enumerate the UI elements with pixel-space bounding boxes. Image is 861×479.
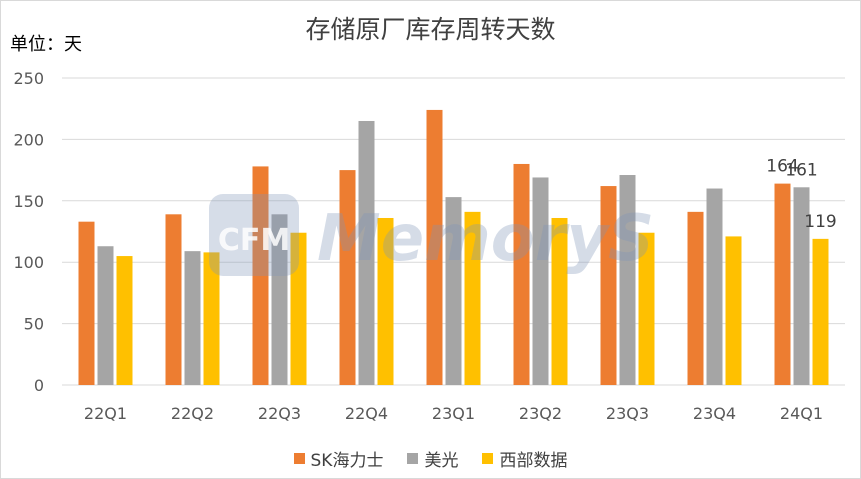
x-tick-label: 24Q1 — [780, 404, 823, 423]
x-tick-label: 22Q1 — [84, 404, 127, 423]
bar — [358, 120, 375, 385]
legend-swatch — [293, 453, 305, 464]
x-axis-ticks: 22Q1 22Q2 22Q3 22Q4 23Q1 23Q2 23Q3 23Q4 24Q1 — [84, 404, 823, 423]
bar — [619, 175, 636, 385]
y-tick-label: 150 — [13, 192, 44, 211]
x-tick-label: 23Q1 — [432, 404, 475, 423]
y-tick-label: 0 — [34, 376, 44, 395]
legend-item: 美光 — [407, 446, 458, 471]
x-tick-label: 23Q3 — [606, 404, 649, 423]
bar — [464, 211, 481, 385]
legend-item: 西部数据 — [482, 446, 567, 471]
bars — [78, 109, 829, 385]
y-tick-label: 100 — [13, 253, 44, 272]
x-tick-label: 23Q2 — [519, 404, 562, 423]
bar — [774, 183, 791, 385]
bar — [203, 252, 220, 385]
unit-label: 单位：天 — [10, 34, 82, 55]
bar — [184, 251, 201, 385]
bar — [252, 166, 269, 385]
legend-label: SK海力士 — [310, 451, 384, 471]
bar — [426, 109, 443, 385]
x-tick-label: 23Q4 — [693, 404, 736, 423]
y-tick-label: 200 — [13, 130, 44, 149]
bar — [706, 188, 723, 385]
legend-label: 西部数据 — [499, 451, 568, 471]
bar — [551, 217, 568, 385]
legend: SK海力士 美光 西部数据 — [0, 446, 861, 471]
bar — [687, 211, 704, 385]
bar — [793, 187, 810, 385]
bar — [445, 197, 462, 385]
bar — [725, 236, 742, 385]
bar — [339, 170, 356, 385]
bar — [271, 214, 288, 385]
x-tick-label: 22Q2 — [171, 404, 214, 423]
bar-chart-plot: 0 50 100 150 200 250 22Q1 22Q2 22Q3 22Q4 23Q1 23Q2… — [13, 69, 845, 423]
y-tick-label: 50 — [24, 315, 44, 334]
bar — [78, 221, 95, 385]
bar — [165, 214, 182, 385]
data-label: 119 — [804, 212, 836, 232]
bar — [638, 232, 655, 385]
chart-title: 存储原厂库存周转天数 — [305, 15, 556, 44]
legend-swatch — [482, 453, 494, 464]
y-tick-label: 250 — [13, 69, 44, 88]
bar — [116, 256, 133, 385]
legend-item: SK海力士 — [293, 446, 384, 471]
bar — [377, 217, 394, 385]
bar — [97, 246, 114, 385]
data-label: 161 — [785, 160, 817, 180]
x-tick-label: 22Q4 — [345, 404, 388, 423]
bar — [290, 232, 307, 385]
bar — [600, 186, 617, 385]
legend-label: 美光 — [424, 451, 459, 471]
y-axis-ticks: 0 50 100 150 200 250 — [13, 69, 44, 395]
x-tick-label: 22Q3 — [258, 404, 301, 423]
bar — [532, 177, 549, 385]
bar — [513, 163, 530, 385]
legend-swatch — [407, 453, 419, 464]
data-label: 164 — [766, 157, 798, 177]
bar — [812, 238, 829, 385]
